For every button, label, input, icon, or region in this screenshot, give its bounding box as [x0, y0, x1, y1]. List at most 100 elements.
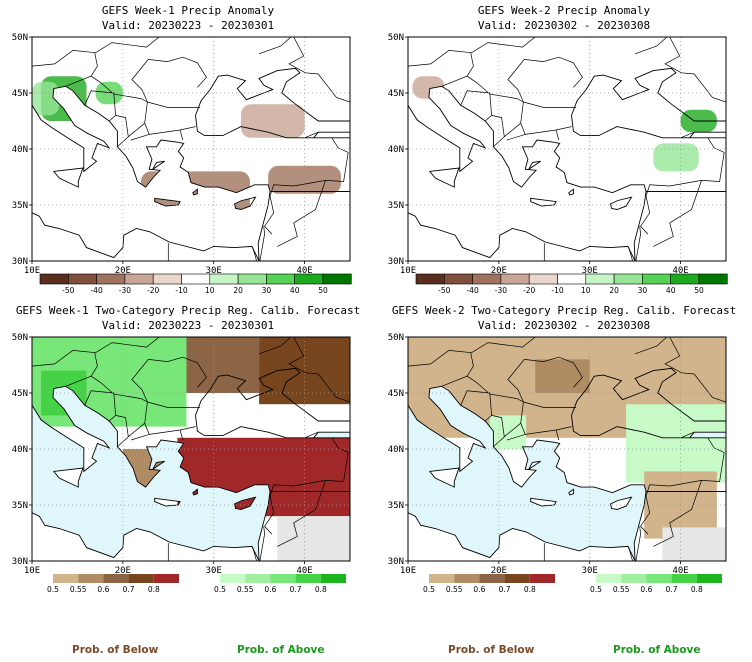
y-tick-label: 40N	[12, 445, 28, 455]
country-border	[288, 337, 350, 403]
land-shape	[408, 37, 726, 193]
y-tick-label: 45N	[12, 389, 28, 399]
country-border	[555, 429, 560, 441]
y-tick-label: 30N	[12, 557, 28, 567]
coastline	[154, 197, 181, 207]
colorbar-swatch	[68, 273, 97, 285]
country-border	[525, 126, 572, 135]
coastline	[528, 160, 541, 170]
country-border	[179, 129, 184, 141]
colorbar-above-swatch	[621, 574, 647, 583]
x-tick-label: 20E	[115, 266, 131, 276]
x-tick-label: 10E	[24, 266, 40, 276]
coastline	[530, 497, 557, 507]
x-tick-label: 40E	[672, 266, 688, 276]
chart-title: GEFS Week-2 Precip Anomaly	[477, 4, 651, 17]
colorbar-label: 50	[318, 286, 328, 295]
colorbar-swatch	[670, 273, 700, 285]
colorbar-above-label: 0.55	[613, 585, 630, 594]
country-border	[252, 247, 257, 261]
coastline	[257, 191, 350, 261]
country-border	[84, 390, 116, 422]
colorbar-label: -10	[551, 286, 563, 295]
colorbar-below-label: 0.6	[473, 585, 485, 594]
country-border	[640, 495, 651, 535]
colorbar-swatch	[237, 273, 267, 285]
coastline	[192, 488, 198, 496]
colorbar-swatch	[322, 273, 352, 285]
coastline	[234, 196, 257, 210]
colorbar-above-label: 0.6	[640, 585, 652, 594]
colorbar-above-swatch	[696, 574, 722, 583]
y-tick-label: 40N	[12, 145, 28, 155]
x-tick-label: 40E	[296, 266, 312, 276]
coastline	[154, 497, 181, 507]
colorbar-below-swatch	[153, 574, 179, 583]
land-shape	[408, 512, 636, 561]
country-border	[304, 431, 319, 439]
colorbar-swatch	[698, 273, 728, 285]
data-region	[277, 516, 350, 561]
land-shape	[53, 168, 83, 188]
map-chart: 10E 20E 30E 40E 50N 45N 40N 35N 30N 0.5 0.55 0.6 0.7…	[388, 333, 727, 594]
land-shape	[429, 468, 459, 488]
colorbar-below-swatch	[53, 574, 79, 583]
colorbar-below-label: 0.6	[97, 585, 109, 594]
country-border	[259, 526, 265, 561]
colorbar-label: 10	[581, 286, 591, 295]
y-tick-label: 35N	[12, 201, 28, 211]
colorbar-label: -20	[523, 286, 535, 295]
colorbar-above-label: 0.55	[237, 585, 254, 594]
colorbar-swatch	[613, 273, 643, 285]
x-tick-label: 20E	[491, 566, 507, 576]
y-tick-label: 35N	[388, 501, 404, 511]
coastline	[32, 37, 350, 194]
country-border	[264, 495, 275, 535]
x-tick-label: 30E	[206, 566, 222, 576]
coastline	[568, 188, 574, 196]
data-region	[241, 104, 305, 138]
coastline	[408, 212, 636, 261]
country-border	[288, 37, 350, 103]
coastline	[408, 37, 726, 194]
country-border	[269, 152, 349, 197]
data-region	[268, 165, 341, 194]
country-border	[144, 401, 201, 424]
land-shape	[32, 37, 350, 193]
colorbar-label: 40	[290, 286, 300, 295]
y-tick-label: 40N	[388, 145, 404, 155]
colorbar-below-label: 0.7	[499, 585, 511, 594]
colorbar-label: -50	[62, 286, 74, 295]
colorbar-swatch	[294, 273, 324, 285]
coastline	[32, 212, 260, 261]
country-border	[460, 390, 492, 422]
country-border	[259, 226, 265, 261]
country-border	[128, 422, 150, 441]
colorbar-above-label: 0.5	[214, 585, 226, 594]
country-border	[90, 52, 98, 77]
colorbar-swatch	[500, 273, 530, 285]
country-border	[504, 122, 526, 141]
y-tick-label: 40N	[388, 445, 404, 455]
country-border	[466, 352, 474, 377]
chart-title: GEFS Week-2 Two-Category Precip Reg. Cal…	[391, 304, 737, 317]
land-shape	[634, 191, 726, 261]
data-region	[489, 415, 527, 449]
land-shape	[610, 497, 632, 510]
panel-week2-twocat: GEFS Week-2 Two-Category Precip Reg. Cal…	[376, 300, 752, 600]
coastline	[428, 167, 460, 188]
colorbar-below-swatch	[529, 574, 555, 583]
country-border	[664, 37, 726, 103]
colorbar-below-swatch	[504, 574, 530, 583]
coastline	[32, 512, 260, 561]
country-border	[304, 131, 319, 139]
land-shape	[258, 191, 350, 261]
y-tick-label: 35N	[12, 501, 28, 511]
country-border	[128, 122, 150, 141]
colorbar-label: 10	[205, 286, 215, 295]
colorbar-below-label: 0.8	[524, 585, 536, 594]
data-region	[259, 337, 350, 405]
colorbar-swatch	[585, 273, 615, 285]
colorbar-label: -20	[147, 286, 159, 295]
colorbar-above-swatch	[646, 574, 672, 583]
